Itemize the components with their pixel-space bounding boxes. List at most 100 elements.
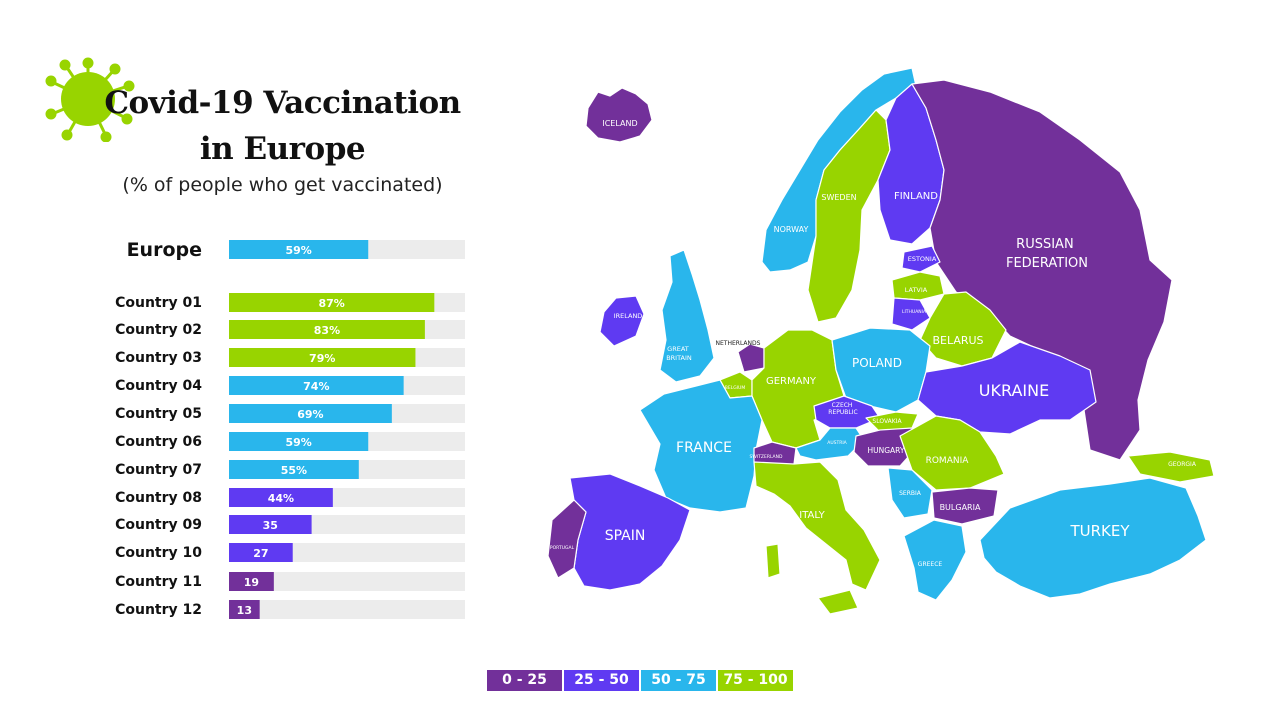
map-label-great-britain: GREAT BRITAIN [666,345,692,362]
page-subtitle: (% of people who get vaccinated) [122,174,443,196]
category-label-country-01: Country 01 [115,295,202,311]
legend-item-0-25: 0 - 25 [487,670,562,691]
map-country-sicily [817,589,859,615]
category-label-country-02: Country 02 [115,322,202,338]
map-country-georgia [1127,451,1215,483]
bar-value-label-country-07: 55% [281,464,307,477]
bar-country-04 [229,376,404,395]
map-label-serbia: SERBIA [899,490,922,497]
map-country-romania [899,415,1005,491]
map-label-ukraine: UKRAINE [979,381,1049,400]
map-label-bulgaria: BULGARIA [940,503,981,512]
bar-country-06 [229,432,369,451]
legend-item-25-50: 25 - 50 [564,670,639,691]
map-label-germany: GERMANY [766,376,817,387]
map-label-spain: SPAIN [605,528,646,544]
map-label-latvia: LATVIA [905,286,928,294]
category-label-europe: Europe [127,239,202,261]
category-label-country-10: Country 10 [115,545,202,561]
map-label-slovakia: SLOVAKIA [872,418,902,425]
map-label-switzerland: SWITZERLAND [750,454,783,460]
category-label-country-11: Country 11 [115,574,202,590]
europe-map: ICELAND NORWAY SWEDEN FINLAND RUSSIAN FE… [547,67,1215,615]
map-country-czech-republic [813,395,881,429]
map-label-belarus: BELARUS [932,334,983,347]
category-label-country-12: Country 12 [115,602,202,618]
bar-value-label-country-03: 79% [309,352,335,365]
category-label-country-03: Country 03 [115,350,202,366]
bar-country-11 [229,572,274,591]
map-country-italy [753,461,881,591]
bar-country-07 [229,460,359,479]
map-country-russia [911,79,1173,461]
map-label-georgia: GEORGIA [1168,461,1197,468]
map-label-greece: GREECE [918,561,943,568]
map-label-gb-line1: GREAT [667,345,689,353]
map-country-great-britain [659,249,715,383]
map-label-netherlands: NETHERLANDS [716,340,761,347]
title-line-1: Covid-19 Vaccination [104,85,461,121]
map-label-russia-line2: FEDERATION [1006,256,1088,271]
bar-value-label-country-08: 44% [268,492,294,505]
legend-item-75-100: 75 - 100 [718,670,793,691]
bar-country-08 [229,488,333,507]
map-label-ireland: IRELAND [614,312,643,320]
bar-value-label-country-12: 13 [237,604,252,617]
map-label-turkey: TURKEY [1069,522,1130,540]
page-title: Covid-19 Vaccination in Europe [100,80,465,172]
title-line-2: in Europe [199,131,366,167]
map-label-sweden: SWEDEN [821,193,856,202]
legend-item-50-75: 50 - 75 [641,670,716,691]
map-label-poland: POLAND [852,356,902,370]
map-label-belgium: BELGIUM [725,385,746,391]
map-country-greece [903,519,967,601]
bar-country-10 [229,543,293,562]
map-label-portugal: PORTUGAL [550,545,575,551]
map-label-estonia: ESTONIA [908,255,937,263]
bar-country-02 [229,320,425,339]
bar-value-label-country-05: 69% [297,408,323,421]
map-label-finland: FINLAND [894,191,938,202]
map-country-serbia [887,467,933,519]
bar-value-label-europe: 59% [285,244,311,257]
map-label-france: FRANCE [676,440,732,456]
bar-chart: 59% Europe 87% Country 01 83% Country 02 79% Co… [115,239,465,619]
bar-country-01 [229,293,435,312]
map-country-estonia [901,245,941,273]
color-legend: 0 - 25 25 - 50 50 - 75 75 - 100 [487,670,795,691]
map-country-lithuania [891,297,931,331]
bar-europe [229,240,369,259]
map-label-norway: NORWAY [774,225,809,234]
virus-icon [45,57,135,142]
category-label-country-06: Country 06 [115,434,202,450]
bar-value-label-country-06: 59% [285,436,311,449]
map-country-sardinia [765,543,781,579]
map-country-netherlands [737,343,765,373]
map-label-romania: ROMANIA [926,456,970,466]
map-country-iceland [585,87,653,143]
bar-value-label-country-11: 19 [244,576,259,589]
map-country-slovakia [865,411,919,433]
category-label-country-07: Country 07 [115,462,202,478]
category-label-country-09: Country 09 [115,517,202,533]
category-label-country-05: Country 05 [115,406,202,422]
map-label-iceland: ICELAND [602,119,637,128]
bar-country-05 [229,404,392,423]
bar-country-12 [229,600,260,619]
map-label-russia-line1: RUSSIAN [1016,237,1074,252]
map-country-germany [751,329,845,449]
map-country-portugal [547,499,587,579]
map-label-hungary: HUNGARY [868,446,905,455]
bar-value-label-country-10: 27 [253,547,268,560]
map-label-lithuania: LITHUANIA [902,309,927,315]
map-label-russia: RUSSIAN FEDERATION [1006,237,1088,271]
bar-track-country-12 [229,600,465,619]
bar-value-label-country-04: 74% [303,380,329,393]
map-label-austria: AUSTRIA [827,440,847,446]
map-label-czech-republic: CZECH REPUBLIC [828,402,857,416]
bar-track-country-11 [229,572,465,591]
bar-value-label-country-02: 83% [314,324,340,337]
bar-value-label-country-01: 87% [318,297,344,310]
map-label-czech-line2: REPUBLIC [828,409,857,416]
map-label-italy: ITALY [799,510,825,521]
